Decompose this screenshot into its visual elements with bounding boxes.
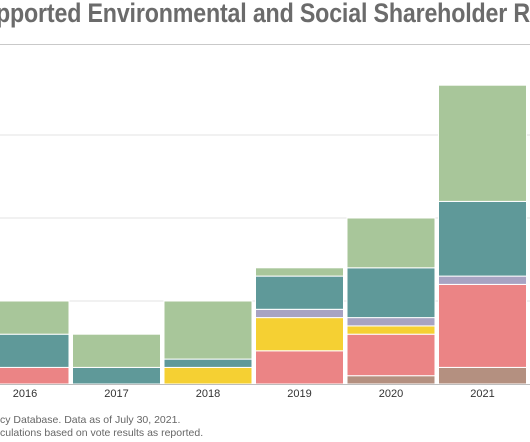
- x-tick-label-2019: 2019: [287, 388, 311, 400]
- x-tick-label-2016: 2016: [13, 388, 37, 400]
- bar-segment-2020-pink: [346, 333, 436, 377]
- calculation-note: culations based on vote results as repor…: [0, 427, 204, 439]
- bar-segment-2018-teal: [163, 358, 253, 368]
- source-note: cy Database. Data as of July 30, 2021.: [0, 414, 181, 426]
- x-tick-label-2017: 2017: [104, 388, 128, 400]
- x-tick-label-2020: 2020: [379, 388, 403, 400]
- bar-segment-2019-pink: [255, 350, 344, 385]
- bar-segment-2021-green: [438, 84, 527, 202]
- bar-segment-2021-pink: [438, 283, 527, 368]
- chart-title: pported Environmental and Social Shareho…: [0, 0, 530, 28]
- bar-segment-2018-yellow: [163, 366, 253, 385]
- bar-segment-2020-brown: [346, 375, 436, 385]
- bar-segment-2016-teal: [0, 333, 70, 368]
- bar-segment-2020-yellow: [346, 325, 436, 335]
- bar-segment-2016-green: [0, 300, 70, 335]
- bar-segment-2018-green: [163, 300, 253, 360]
- bar-segment-2017-green: [72, 333, 161, 368]
- bar-segment-2019-lavender: [255, 308, 344, 319]
- bar-segment-2021-teal: [438, 200, 527, 277]
- bar-segment-2019-teal: [255, 275, 344, 310]
- bar-segment-2019-yellow: [255, 317, 344, 352]
- bar-segment-2021-brown: [438, 366, 527, 385]
- title-divider: [0, 44, 530, 45]
- x-tick-label-2018: 2018: [196, 388, 220, 400]
- bar-segment-2021-lavender: [438, 275, 527, 285]
- bar-segment-2020-teal: [346, 267, 436, 319]
- bar-segment-2016-pink: [0, 366, 70, 385]
- bar-segment-2020-lavender: [346, 317, 436, 327]
- bars: [0, 84, 527, 385]
- bar-segment-2020-green: [346, 217, 436, 269]
- x-axis-tick-labels: 2016 2017 2018 2019 2020 2021: [13, 388, 495, 400]
- x-tick-label-2021: 2021: [470, 388, 494, 400]
- bar-segment-2019-green: [255, 267, 344, 277]
- bar-segment-2017-teal: [72, 366, 161, 385]
